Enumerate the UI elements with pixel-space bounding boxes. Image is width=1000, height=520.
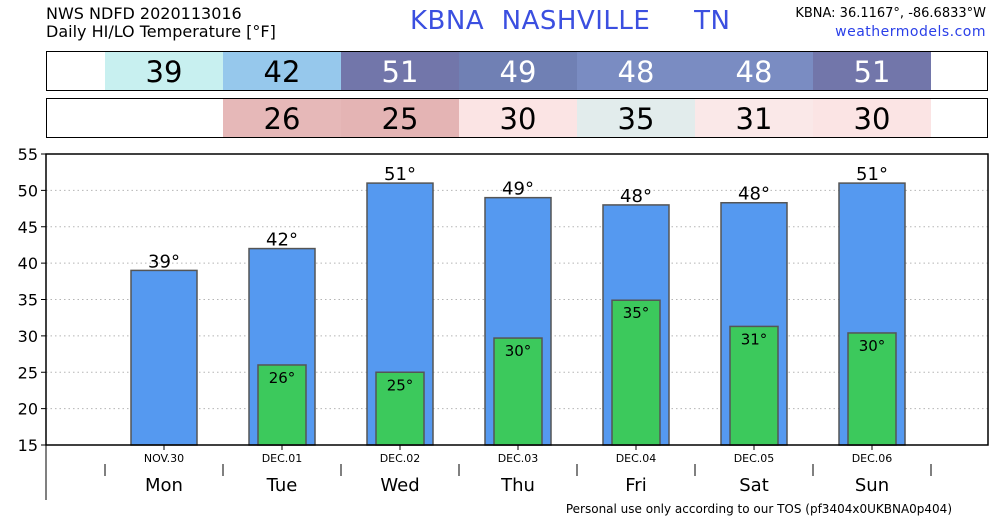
day-label: Sun	[855, 475, 889, 496]
lo-temp-cell: 30	[813, 99, 931, 137]
lo-bar-label: 26°	[269, 369, 296, 387]
y-tick-label: 20	[18, 400, 38, 419]
hi-bar-label: 39°	[148, 251, 180, 272]
hi-temp-cell: 51	[813, 52, 931, 90]
y-tick-label: 55	[18, 145, 38, 164]
date-label: NOV.30	[144, 452, 184, 465]
hi-bar-label: 48°	[620, 186, 652, 207]
lo-temp-cell: 30	[459, 99, 577, 137]
site-link[interactable]: weathermodels.com	[835, 24, 986, 40]
model-run-title: NWS NDFD 2020113016	[46, 4, 242, 23]
lo-temp-cell: 35	[577, 99, 695, 137]
hi-temp-cell: 48	[577, 52, 695, 90]
low-temperature-strip: 26 25 30 35 31 30	[46, 98, 988, 138]
terms-footer: Personal use only according to our TOS (…	[565, 502, 952, 516]
day-label: Wed	[380, 475, 419, 496]
lo-bar-label: 30°	[859, 337, 886, 355]
hi-bar	[130, 269, 198, 446]
day-label: Sat	[739, 475, 769, 496]
lo-bar-label: 35°	[623, 304, 650, 322]
lo-bar-label: 25°	[387, 376, 414, 394]
hi-temp-cell: 49	[459, 52, 577, 90]
high-temperature-strip: 39 42 51 49 48 48 51	[46, 51, 988, 91]
y-tick-label: 40	[18, 254, 38, 273]
date-label: DEC.04	[616, 452, 657, 465]
station-coordinates: KBNA: 36.1167°, -86.6833°W	[795, 6, 986, 21]
plot-frame	[45, 153, 989, 446]
date-label: DEC.06	[852, 452, 893, 465]
lo-temp-cell: 31	[695, 99, 813, 137]
lo-bar-label: 30°	[505, 342, 532, 360]
date-label: DEC.05	[734, 452, 775, 465]
hi-bar-label: 48°	[738, 184, 770, 205]
lo-temp-cell	[105, 99, 223, 137]
date-label: DEC.03	[498, 452, 539, 465]
lo-temp-cell: 25	[341, 99, 459, 137]
y-tick-label: 35	[18, 291, 38, 310]
lo-bar	[847, 332, 897, 446]
y-tick-label: 45	[18, 218, 38, 237]
station-title: KBNA NASHVILLE TN	[410, 6, 731, 36]
hi-bar-label: 51°	[856, 164, 888, 185]
y-tick-label: 25	[18, 363, 38, 382]
day-label: Fri	[625, 475, 646, 496]
lo-bar-label: 31°	[741, 330, 768, 348]
product-title: Daily HI/LO Temperature [°F]	[46, 22, 276, 41]
hi-temp-cell: 48	[695, 52, 813, 90]
lo-temp-cell: 26	[223, 99, 341, 137]
date-label: DEC.01	[262, 452, 303, 465]
y-tick-label: 30	[18, 327, 38, 346]
hi-temp-cell: 39	[105, 52, 223, 90]
y-tick-label: 50	[18, 181, 38, 200]
date-label: DEC.02	[380, 452, 421, 465]
lo-bar	[375, 371, 425, 446]
hi-temp-cell: 42	[223, 52, 341, 90]
day-label: Mon	[145, 475, 183, 496]
hi-temp-cell: 51	[341, 52, 459, 90]
lo-bar	[493, 337, 543, 446]
lo-bar	[257, 364, 307, 446]
hi-bar-label: 49°	[502, 179, 534, 200]
day-label: Thu	[500, 475, 535, 496]
day-label: Tue	[266, 475, 298, 496]
y-tick-label: 15	[18, 436, 38, 455]
hi-bar-label: 42°	[266, 230, 298, 251]
lo-bar	[611, 299, 661, 446]
hi-bar-label: 51°	[384, 164, 416, 185]
